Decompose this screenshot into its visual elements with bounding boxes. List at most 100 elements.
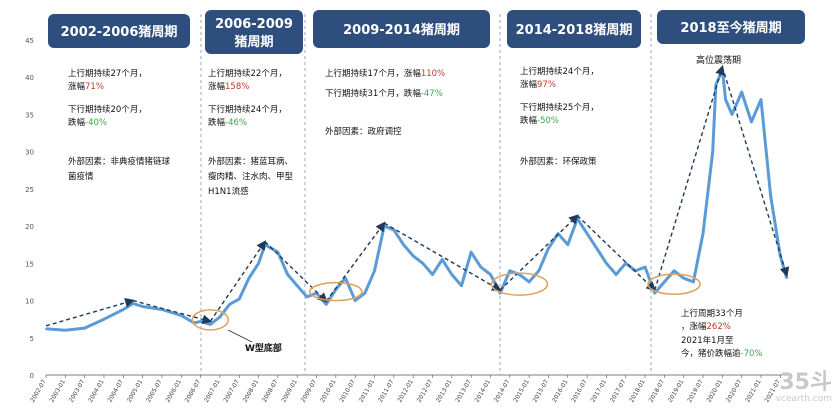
period-note-pct: 262% (707, 322, 731, 332)
period-note-pct: 71% (85, 82, 104, 92)
data-point (605, 262, 608, 265)
x-tick-label: 2013-01 (435, 378, 454, 403)
data-point (264, 243, 266, 246)
x-tick-label: 2019-01 (667, 378, 686, 403)
y-tick-label: 30 (25, 149, 34, 157)
y-tick-label: 20 (25, 223, 34, 231)
x-tick-label: 2021-01 (744, 378, 763, 403)
data-point (132, 302, 134, 305)
data-point (441, 258, 444, 261)
data-point (141, 305, 144, 308)
data-point (750, 120, 753, 123)
data-point (64, 329, 67, 332)
x-tick-label: 2014-01 (474, 378, 493, 403)
period-header-box (48, 14, 190, 48)
data-point (508, 269, 511, 272)
trend-arrow (45, 298, 135, 327)
x-tick-label: 2005-01 (126, 378, 145, 403)
data-point (740, 91, 743, 94)
period-note-pct: 110% (421, 69, 445, 79)
period-factor: 外部因素：环保政策 (520, 156, 597, 167)
x-tick-label: 2016-07 (570, 378, 589, 403)
period-header-box (657, 10, 805, 44)
data-point (431, 273, 434, 276)
data-point (296, 284, 299, 287)
data-point (325, 303, 328, 306)
data-point (402, 243, 405, 246)
period-title: 2014-2018猪周期 (516, 22, 633, 38)
period-note: 跌幅-46% (208, 117, 247, 128)
x-tick-label: 2015-07 (532, 378, 551, 403)
period-notes: 上行期持续27个月， 涨幅71% 下行期持续20个月， 跌幅-40% 外部因素：非典疫情… (68, 66, 762, 359)
data-point (421, 262, 424, 265)
data-point (489, 273, 492, 276)
data-point (460, 284, 463, 287)
period-title: 猪周期 (233, 34, 273, 50)
extra-annotations: W型底部 高位震荡期 (227, 54, 741, 354)
trend-arrow (383, 222, 502, 292)
data-point (724, 98, 727, 101)
x-tick-label: 2020-07 (725, 378, 744, 403)
period-note-pct: -50% (537, 116, 559, 126)
data-point (595, 247, 598, 250)
period-header-box (205, 10, 303, 54)
y-tick-label: 45 (25, 37, 34, 45)
trough-ellipse (191, 309, 230, 331)
data-point (248, 277, 250, 280)
data-point (344, 277, 347, 280)
data-point (450, 273, 453, 276)
x-tick-label: 2008-01 (242, 378, 261, 403)
trough-ellipse (309, 281, 363, 302)
x-tick-label: 2006-01 (164, 378, 183, 403)
w-bottom-pointer (227, 329, 253, 343)
period-note: 跌幅-40% (68, 117, 107, 128)
x-tick-label: 2017-07 (609, 378, 628, 403)
high-plateau-label: 高位震荡期 (696, 54, 741, 66)
data-point (219, 316, 221, 318)
period-note: 涨幅71% (68, 81, 104, 92)
period-title: 2018至今猪周期 (680, 20, 781, 36)
period-note: 上行期持续17个月，涨幅110% (325, 68, 445, 79)
trend-arrow (499, 214, 579, 291)
period-header-box (313, 10, 490, 48)
period-title: 2009-2014猪周期 (343, 22, 460, 38)
x-tick-label: 2011-07 (377, 378, 396, 403)
trend-arrow (576, 215, 657, 292)
data-point (83, 327, 86, 329)
trough-ellipse (490, 272, 549, 296)
data-point (479, 266, 482, 268)
period-note: 下行期持续25个月， (520, 102, 599, 113)
data-point (354, 299, 357, 302)
period-note: ，涨幅262% (681, 321, 731, 332)
data-point (576, 217, 579, 220)
data-point (682, 277, 685, 280)
period-note: 上行期持续22个月， (208, 68, 287, 79)
x-tick-label: 2016-01 (551, 378, 570, 403)
data-point (518, 273, 521, 276)
period-note-pct: -47% (421, 89, 443, 99)
period-note: 涨幅97% (520, 79, 556, 90)
data-point (257, 262, 260, 265)
period-note: 上行期持续27个月， (68, 68, 147, 79)
x-tick-label: 2013-07 (454, 378, 473, 403)
period-note: 2021年1月至 (681, 335, 734, 346)
data-point (363, 292, 366, 295)
period-note: 上行期持续24个月， (520, 66, 599, 77)
data-point (566, 243, 569, 246)
trend-arrow (325, 221, 386, 302)
trend-arrow (264, 241, 328, 303)
watermark-site: vcearth.com (775, 394, 832, 404)
period-note: 跌幅-50% (520, 115, 559, 126)
data-point (103, 318, 105, 321)
data-point (731, 113, 733, 116)
data-point (392, 228, 395, 231)
data-point (711, 150, 714, 153)
period-note-pct: -70% (741, 349, 763, 359)
data-point (412, 254, 415, 257)
y-tick-label: 35 (25, 111, 34, 119)
x-tick-label: 2007-07 (222, 378, 241, 403)
bottom-ellipses (191, 272, 701, 331)
x-tick-label: 2010-01 (319, 378, 338, 403)
x-tick-label: 2010-07 (338, 378, 357, 403)
